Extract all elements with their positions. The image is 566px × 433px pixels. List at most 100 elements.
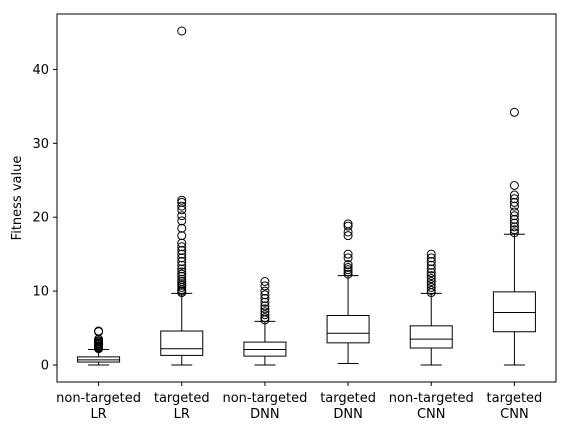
outlier-point xyxy=(343,269,353,279)
outlier-point xyxy=(177,211,187,221)
outlier-point xyxy=(426,285,436,295)
x-tick-label-line2: DNN xyxy=(250,407,279,422)
box-5 xyxy=(492,107,536,366)
outlier-point xyxy=(260,313,270,323)
outlier-point xyxy=(260,301,270,311)
outlier-point xyxy=(426,264,436,274)
outlier-point xyxy=(177,231,187,241)
outlier-point xyxy=(260,286,270,296)
outlier-point xyxy=(177,279,187,289)
y-tick-label: 30 xyxy=(32,137,49,152)
outlier-point xyxy=(509,207,519,217)
outlier-point xyxy=(177,197,187,207)
iqr-box xyxy=(409,325,453,349)
outlier-point xyxy=(260,304,270,314)
outlier-point xyxy=(426,253,436,263)
outlier-point xyxy=(509,180,519,190)
box-4 xyxy=(409,249,453,366)
outlier-point xyxy=(177,205,187,215)
iqr-box xyxy=(160,330,204,356)
x-tick-label-line1: targeted xyxy=(487,391,543,406)
outlier-point xyxy=(426,274,436,284)
y-tick-label: 10 xyxy=(32,285,49,300)
outlier-point xyxy=(177,264,187,274)
outlier-point xyxy=(509,197,519,207)
outlier-point xyxy=(509,222,519,232)
x-axis-ticks: non-targetedLRtargetedLRnon-targetedDNNt… xyxy=(56,382,542,422)
x-tick-label-line2: DNN xyxy=(333,407,362,422)
plot-frame xyxy=(56,13,557,383)
box-3 xyxy=(326,219,370,365)
outlier-point xyxy=(509,201,519,211)
outlier-point xyxy=(509,225,519,235)
outlier-point xyxy=(260,290,270,300)
x-tick-label-line2: CNN xyxy=(417,407,446,422)
outlier-point xyxy=(177,238,187,248)
box-1 xyxy=(160,26,204,366)
outlier-point xyxy=(177,271,187,281)
plot-background xyxy=(57,14,556,382)
y-axis-title: Fitness value xyxy=(10,156,25,241)
outlier-point xyxy=(509,218,519,228)
box-0 xyxy=(77,326,121,366)
outlier-point xyxy=(177,260,187,270)
outlier-point xyxy=(426,260,436,270)
outlier-point xyxy=(343,267,353,277)
outlier-point xyxy=(509,211,519,221)
x-tick-label-line2: LR xyxy=(90,407,106,422)
outlier-point xyxy=(260,277,270,287)
outlier-point xyxy=(426,277,436,287)
y-tick-label: 0 xyxy=(41,359,49,374)
outlier-point xyxy=(509,214,519,224)
outlier-point xyxy=(177,267,187,277)
outlier-point xyxy=(177,216,187,226)
outlier-point xyxy=(426,249,436,259)
outlier-point xyxy=(260,281,270,291)
outlier-point xyxy=(260,310,270,320)
outlier-point xyxy=(177,274,187,284)
outlier-point xyxy=(509,107,519,117)
outlier-point xyxy=(260,297,270,307)
box-series xyxy=(77,26,536,366)
outlier-point xyxy=(343,260,353,270)
outlier-point xyxy=(509,190,519,200)
iqr-box xyxy=(326,314,370,344)
x-tick-label-line1: targeted xyxy=(154,391,210,406)
outlier-point xyxy=(343,231,353,241)
box-2 xyxy=(243,277,287,366)
outlier-point xyxy=(260,293,270,303)
x-tick-label-line2: LR xyxy=(174,407,190,422)
outlier-point xyxy=(426,271,436,281)
outlier-point xyxy=(177,195,187,205)
outlier-point xyxy=(343,265,353,275)
outlier-point xyxy=(177,277,187,287)
outlier-point xyxy=(177,201,187,211)
y-tick-label: 20 xyxy=(32,211,49,226)
outlier-point xyxy=(177,245,187,255)
outlier-point xyxy=(426,268,436,278)
outlier-point xyxy=(177,253,187,263)
outlier-point xyxy=(343,219,353,229)
x-tick-label-line1: non-targeted xyxy=(56,391,141,406)
y-axis-ticks: 0 10 20 30 40 xyxy=(32,63,57,374)
outlier-point xyxy=(426,257,436,267)
outlier-point xyxy=(343,262,353,272)
outlier-point xyxy=(177,249,187,259)
x-tick-label-line1: non-targeted xyxy=(389,391,474,406)
x-tick-label-line1: targeted xyxy=(320,391,376,406)
outlier-point xyxy=(260,307,270,317)
y-tick-label: 40 xyxy=(32,63,49,78)
outlier-point xyxy=(177,223,187,233)
x-tick-label-line2: CNN xyxy=(500,407,529,422)
outlier-point xyxy=(343,221,353,231)
outlier-point xyxy=(177,269,187,279)
outlier-point xyxy=(177,242,187,252)
iqr-box xyxy=(492,291,536,333)
outlier-point xyxy=(343,253,353,263)
outlier-point xyxy=(426,282,436,292)
outlier-point xyxy=(177,257,187,267)
outlier-point xyxy=(94,326,104,336)
outlier-point xyxy=(343,249,353,259)
outlier-point xyxy=(509,228,519,238)
